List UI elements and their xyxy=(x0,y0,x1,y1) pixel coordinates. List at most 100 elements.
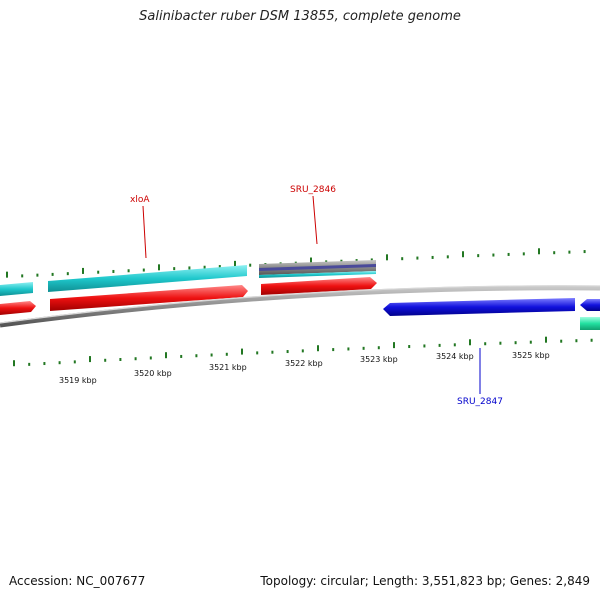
bottom-tick xyxy=(43,362,46,366)
purple-gene-stripe xyxy=(259,264,376,271)
scale-label-3521: 3521 kbp xyxy=(209,363,247,372)
top-tick xyxy=(188,266,191,270)
top-tick xyxy=(21,274,24,278)
genome-summary-text: Topology: circular; Length: 3,551,823 bp… xyxy=(260,574,590,588)
leader-line-xloA xyxy=(142,205,147,259)
top-tick xyxy=(462,251,464,258)
top-tick xyxy=(127,269,130,273)
bottom-tick xyxy=(514,341,517,345)
top-tick xyxy=(386,254,388,261)
bottom-tick xyxy=(58,361,61,365)
red-gene-track xyxy=(0,277,377,315)
bottom-tick xyxy=(119,357,122,361)
bottom-tick xyxy=(560,339,563,343)
top-tick xyxy=(416,256,419,260)
scale-labels: 3519 kbp 3520 kbp 3521 kbp 3522 kbp 3523… xyxy=(59,351,550,385)
top-tick xyxy=(142,268,145,272)
top-tick xyxy=(203,265,206,269)
map-title: Salinibacter ruber DSM 13855, complete g… xyxy=(139,9,461,24)
bottom-tick xyxy=(484,342,487,346)
scale-label-3524: 3524 kbp xyxy=(436,352,474,361)
bottom-tick xyxy=(134,357,137,361)
bottom-tick xyxy=(453,343,456,347)
top-tick xyxy=(507,252,510,256)
bottom-tick xyxy=(165,352,167,359)
bottom-tick xyxy=(286,350,289,354)
blue-gene-arrow-2[interactable] xyxy=(580,299,600,311)
top-tick xyxy=(173,267,176,271)
top-tick xyxy=(218,265,221,269)
bottom-tick xyxy=(89,356,91,363)
top-tick xyxy=(431,255,434,259)
top-tick xyxy=(553,251,556,255)
bottom-tick xyxy=(332,348,335,352)
cyan-gene-3[interactable] xyxy=(259,271,376,278)
genome-backbone-highlight xyxy=(0,285,600,324)
red-gene-arrow-1[interactable] xyxy=(0,301,36,315)
bottom-tick xyxy=(149,356,152,360)
bottom-tick xyxy=(362,346,365,350)
top-tick xyxy=(355,259,358,263)
blue-gene-arrow-sru2847[interactable] xyxy=(383,298,575,316)
green-gene[interactable] xyxy=(580,317,600,330)
bottom-tick xyxy=(104,358,107,362)
top-tick-marks xyxy=(6,248,586,278)
bottom-tick xyxy=(301,349,304,353)
top-tick xyxy=(446,255,449,259)
scale-label-3520: 3520 kbp xyxy=(134,369,172,378)
bottom-tick xyxy=(13,360,15,367)
cyan-gene-xloA[interactable] xyxy=(48,265,247,292)
top-tick xyxy=(97,270,100,274)
top-tick xyxy=(51,272,54,276)
red-gene-arrow-xloA[interactable] xyxy=(50,285,248,311)
top-tick xyxy=(401,257,404,261)
bottom-tick xyxy=(210,353,213,357)
bottom-tick xyxy=(438,343,441,347)
genome-backbone xyxy=(0,285,600,328)
gene-label-xloA[interactable]: xloA xyxy=(130,195,150,205)
bottom-tick xyxy=(408,345,411,349)
top-tick xyxy=(370,258,373,262)
bottom-tick xyxy=(28,362,31,366)
bottom-tick xyxy=(575,339,578,343)
bottom-tick xyxy=(423,344,426,348)
accession-text: Accession: NC_007677 xyxy=(9,574,146,588)
bottom-tick xyxy=(377,346,380,350)
bottom-tick xyxy=(256,351,259,355)
scale-label-3525: 3525 kbp xyxy=(512,351,550,360)
top-tick xyxy=(112,269,115,273)
top-tick xyxy=(234,260,236,267)
bottom-tick xyxy=(180,354,183,358)
bottom-tick xyxy=(393,342,395,349)
bottom-tick xyxy=(499,341,502,345)
scale-label-3522: 3522 kbp xyxy=(285,359,323,368)
top-tick xyxy=(82,267,84,274)
top-tick xyxy=(583,250,586,254)
reverse-strand-track xyxy=(383,298,600,330)
top-tick xyxy=(36,273,39,277)
scale-label-3523: 3523 kbp xyxy=(360,355,398,364)
bottom-tick xyxy=(347,347,350,351)
scale-label-3519: 3519 kbp xyxy=(59,376,97,385)
top-tick xyxy=(522,252,525,256)
bottom-tick xyxy=(241,348,243,355)
cyan-gene-1[interactable] xyxy=(0,282,33,296)
cyan-gene-track xyxy=(0,260,376,296)
gene-label-sru2847[interactable]: SRU_2847 xyxy=(457,397,503,407)
bottom-tick xyxy=(545,336,547,343)
bottom-tick-marks xyxy=(13,336,593,367)
gene-label-sru2846[interactable]: SRU_2846 xyxy=(290,185,336,195)
bottom-tick xyxy=(469,339,471,346)
top-tick xyxy=(477,254,480,258)
top-tick xyxy=(158,264,160,271)
bottom-tick xyxy=(271,350,274,354)
bottom-tick xyxy=(529,340,532,344)
top-tick xyxy=(249,263,252,267)
bottom-tick xyxy=(317,345,319,352)
top-tick xyxy=(310,257,312,264)
bottom-tick xyxy=(73,360,76,364)
top-tick xyxy=(6,271,8,278)
red-gene-arrow-sru2846[interactable] xyxy=(261,277,377,295)
bottom-tick xyxy=(590,338,593,342)
